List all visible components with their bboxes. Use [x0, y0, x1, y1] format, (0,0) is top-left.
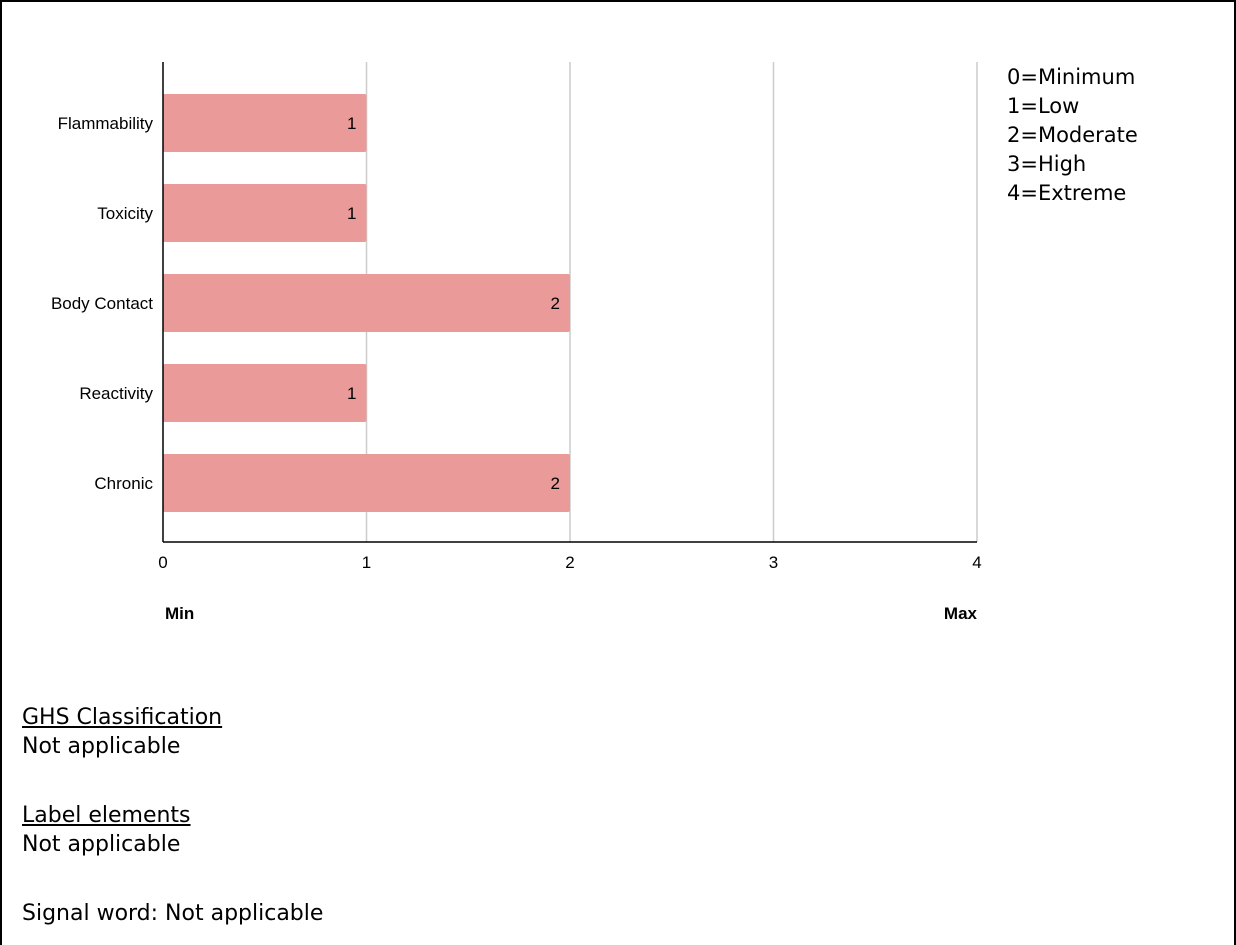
category-label: Toxicity — [97, 204, 153, 223]
x-tick-label: 2 — [565, 553, 574, 572]
bar — [163, 274, 570, 332]
legend-item: 2=Moderate — [1007, 123, 1138, 147]
legend-item: 3=High — [1007, 152, 1087, 176]
hazard-bar-chart: Flammability 1 Toxicity 1 Body Contact 2 React… — [51, 62, 982, 623]
label-elements-heading: Label elements — [22, 803, 191, 828]
signal-word-section: Signal word: Not applicable — [22, 899, 323, 928]
signal-word-text: Signal word: Not applicable — [22, 901, 324, 926]
category-label: Body Contact — [51, 294, 153, 313]
x-tick-label: 0 — [158, 553, 167, 572]
x-tick-label: 1 — [362, 553, 371, 572]
bar — [163, 94, 367, 152]
x-tick-label: 3 — [769, 553, 778, 572]
bar-value-label: 1 — [347, 204, 356, 223]
ghs-classification-value: Not applicable — [22, 734, 181, 759]
bar — [163, 184, 367, 242]
label-elements-value: Not applicable — [22, 832, 181, 857]
category-label: Chronic — [94, 474, 153, 493]
x-tick-label: 4 — [972, 553, 981, 572]
bar-value-label: 1 — [347, 114, 356, 133]
category-label: Reactivity — [79, 384, 153, 403]
axis-max-label: Max — [944, 604, 978, 623]
bar — [163, 364, 367, 422]
bar-value-label: 1 — [347, 384, 356, 403]
legend-item: 1=Low — [1007, 94, 1080, 118]
bar — [163, 454, 570, 512]
bar-value-label: 2 — [551, 474, 560, 493]
category-label: Flammability — [58, 114, 154, 133]
ghs-classification-section: GHS Classification Not applicable — [22, 703, 222, 761]
bar-value-label: 2 — [551, 294, 560, 313]
legend-item: 0=Minimum — [1007, 65, 1136, 89]
axis-min-label: Min — [165, 604, 194, 623]
ghs-classification-heading: GHS Classification — [22, 705, 223, 730]
rating-legend: 0=Minimum 1=Low 2=Moderate 3=High 4=Extr… — [1007, 63, 1138, 208]
label-elements-section: Label elements Not applicable — [22, 801, 191, 859]
legend-item: 4=Extreme — [1007, 181, 1127, 205]
